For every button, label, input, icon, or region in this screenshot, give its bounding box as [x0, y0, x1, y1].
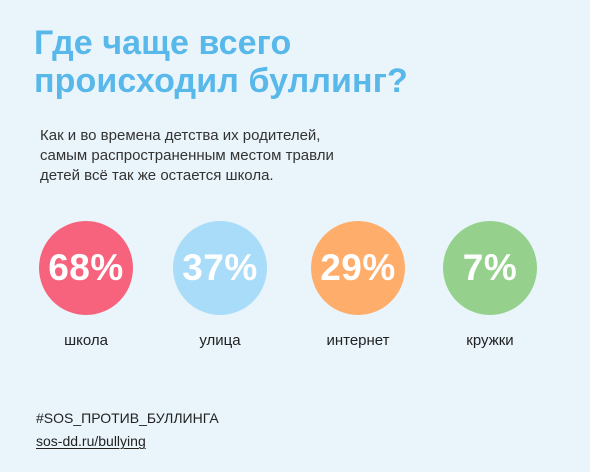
page-title-line-2: происходил буллинг? — [34, 62, 408, 100]
stat-street: 37% улица — [173, 221, 273, 351]
stat-circle-school: 68% — [39, 221, 133, 315]
hashtag: #SOS_ПРОТИВ_БУЛЛИНГА — [36, 410, 219, 426]
stat-circle-street: 37% — [173, 221, 267, 315]
stat-internet: 29% интернет — [311, 221, 411, 351]
bullying-link[interactable]: sos-dd.ru/bullying — [36, 433, 146, 449]
stat-value-school: 68% — [48, 247, 124, 288]
stat-circle-internet: 29% — [311, 221, 405, 315]
subtitle-line-2: самым распространенным местом травли — [40, 147, 334, 164]
stat-school: 68% школа — [39, 221, 139, 351]
stat-label-school: школа — [64, 332, 108, 349]
page-subtitle: Как и во времена детства их родителей, с… — [40, 126, 380, 186]
stat-label-street: улица — [199, 332, 241, 349]
stat-label-internet: интернет — [326, 332, 390, 349]
page-title: Где чаще всего происходил буллинг? — [34, 24, 454, 100]
stat-value-internet: 29% — [320, 247, 396, 288]
subtitle-line-1: Как и во времена детства их родителей, — [40, 127, 321, 144]
page-title-line-1: Где чаще всего — [34, 24, 292, 62]
stat-clubs: 7% кружки — [443, 221, 543, 351]
stat-label-clubs: кружки — [466, 332, 514, 349]
subtitle-line-3: детей всё так же остается школа. — [40, 167, 274, 184]
stat-circle-clubs: 7% — [443, 221, 537, 315]
stat-value-street: 37% — [182, 247, 258, 288]
stat-value-clubs: 7% — [462, 247, 518, 288]
